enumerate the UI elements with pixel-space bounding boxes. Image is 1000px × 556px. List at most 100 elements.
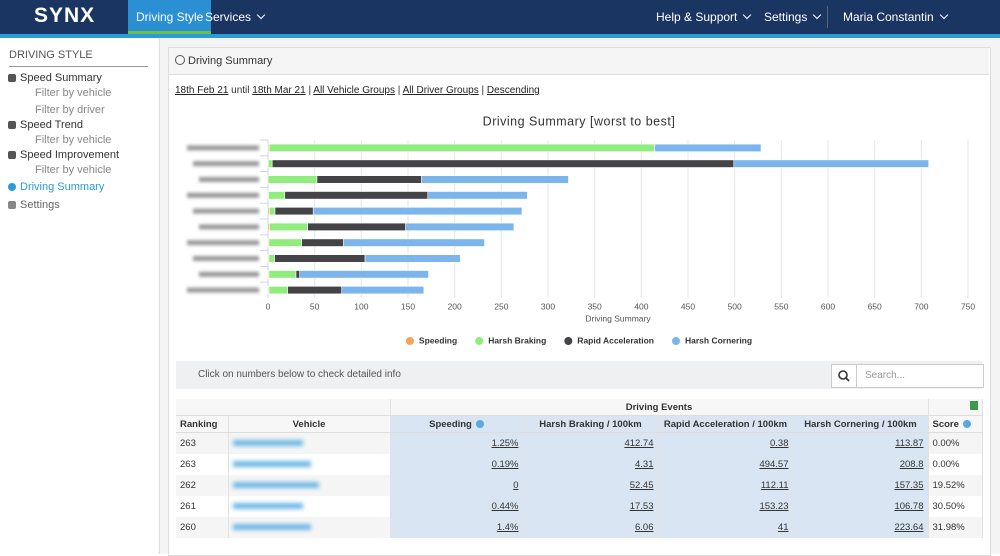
date-from[interactable]: 18th Feb 21 (175, 85, 228, 96)
x-tick-label: 450 (681, 301, 695, 311)
event-value[interactable]: 4.31 (635, 459, 654, 470)
event-cell: 0.19% (390, 454, 523, 475)
blurred-label (193, 161, 259, 166)
event-value[interactable]: 153.23 (759, 501, 788, 512)
menu-item[interactable]: Settings (20, 199, 60, 211)
event-value[interactable]: 106.78 (894, 501, 923, 512)
submenu-item[interactable]: Filter by vehicle (35, 134, 111, 146)
user-menu[interactable]: Maria Constantin (835, 0, 955, 34)
event-value[interactable]: 0.44% (492, 501, 519, 512)
vehicle-cell (228, 496, 390, 517)
column-header[interactable]: Harsh Braking / 100km (523, 416, 658, 433)
bar-segment (268, 176, 317, 184)
event-value[interactable]: 52.45 (630, 480, 654, 491)
event-value[interactable]: 113.87 (895, 438, 923, 449)
rank-cell: 262 (176, 475, 228, 496)
date-to[interactable]: 18th Mar 21 (252, 85, 305, 96)
menu-item[interactable]: Speed Trend (20, 119, 83, 131)
bar-segment (308, 223, 406, 231)
search-input[interactable]: Search... (856, 364, 984, 388)
event-value[interactable]: 41 (778, 522, 789, 533)
menu-item-active[interactable]: Driving Summary (20, 181, 104, 193)
chart-title: Driving Summary [worst to best] (483, 114, 676, 128)
event-cell: 113.87 (793, 433, 928, 455)
event-value[interactable]: 0.19% (492, 459, 519, 470)
column-label: Score (933, 419, 959, 430)
column-label: Rapid Acceleration / 100km (664, 419, 787, 430)
blurred-vehicle[interactable] (233, 461, 311, 467)
submenu-item[interactable]: Filter by driver (35, 104, 105, 116)
bar-segment (317, 176, 422, 184)
legend-swatch (564, 337, 572, 345)
search-button[interactable] (831, 364, 857, 388)
bar-segment (269, 255, 275, 263)
logo[interactable]: SYNX (34, 4, 95, 28)
driver-groups[interactable]: All Driver Groups (403, 85, 479, 96)
event-cell: 153.23 (658, 496, 793, 517)
event-value[interactable]: 157.35 (894, 480, 923, 491)
nav-menu[interactable]: Help & Support (648, 0, 758, 34)
vehicle-cell (228, 433, 390, 455)
event-value[interactable]: 412.74 (624, 438, 653, 449)
column-header[interactable]: Score (928, 416, 982, 433)
column-header[interactable]: Rapid Acceleration / 100km (658, 416, 793, 433)
vehicle-groups[interactable]: All Vehicle Groups (313, 85, 395, 96)
vehicle-cell (228, 475, 390, 496)
nav-menu[interactable]: Settings (756, 0, 828, 34)
blurred-vehicle[interactable] (233, 482, 319, 488)
column-label: Ranking (180, 419, 217, 430)
event-value[interactable]: 6.06 (635, 522, 654, 533)
legend-swatch (475, 337, 483, 345)
menu-item[interactable]: Speed Improvement (20, 149, 119, 161)
menu-item[interactable]: Speed Summary (20, 72, 102, 84)
submenu-item[interactable]: Filter by vehicle (35, 87, 111, 99)
column-header[interactable]: Harsh Cornering / 100km (793, 416, 928, 433)
column-header[interactable]: Speeding (390, 416, 523, 433)
vehicle-cell (228, 454, 390, 475)
bar-segment (655, 144, 761, 152)
event-value[interactable]: 494.57 (759, 459, 788, 470)
event-value[interactable]: 223.64 (894, 522, 923, 533)
rank-cell: 260 (176, 517, 228, 538)
submenu-item[interactable]: Filter by vehicle (35, 164, 111, 176)
x-tick-label: 350 (588, 301, 602, 311)
event-cell: 6.06 (523, 517, 658, 538)
event-value[interactable]: 1.25% (492, 438, 519, 449)
blurred-vehicle[interactable] (233, 524, 311, 530)
blurred-vehicle[interactable] (233, 503, 303, 509)
event-value[interactable]: 208.8 (900, 459, 924, 470)
blurred-vehicle[interactable] (233, 440, 303, 446)
tab[interactable]: Services (197, 0, 272, 34)
bar-segment (269, 239, 302, 247)
blurred-label (193, 209, 259, 214)
column-header[interactable]: Ranking (176, 416, 228, 433)
sidebar: DRIVING STYLE Speed Summary Filter by ve… (0, 38, 160, 554)
rank-cell: 263 (176, 454, 228, 475)
column-label: Harsh Cornering / 100km (804, 419, 916, 430)
bar-segment (300, 271, 429, 279)
event-cell: 4.31 (523, 454, 658, 475)
hint: Click on numbers below to check detailed… (198, 369, 401, 380)
bar-segment (428, 192, 528, 200)
x-tick-label: 200 (448, 301, 462, 311)
blurred-label (187, 145, 259, 150)
legend-swatch (406, 337, 414, 345)
event-value[interactable]: 112.11 (761, 480, 789, 491)
event-value[interactable]: 0 (513, 480, 518, 491)
item-label: Speed Improvement (20, 149, 119, 161)
panel-header: Driving Summary (169, 48, 989, 75)
blurred-label (187, 288, 259, 293)
bar-segment (365, 255, 460, 263)
legend-swatch (672, 337, 680, 345)
column-header[interactable]: Vehicle (228, 416, 390, 433)
item-label: Speed Summary (20, 72, 102, 84)
export-icon[interactable] (970, 401, 978, 410)
help-icon (476, 420, 484, 428)
sort-order[interactable]: Descending (487, 85, 540, 96)
event-value[interactable]: 17.53 (630, 501, 654, 512)
bar-segment (269, 223, 307, 231)
x-axis-title: Driving Summary (585, 313, 651, 323)
event-value[interactable]: 1.4% (497, 522, 519, 533)
event-value[interactable]: 0.38 (770, 438, 789, 449)
